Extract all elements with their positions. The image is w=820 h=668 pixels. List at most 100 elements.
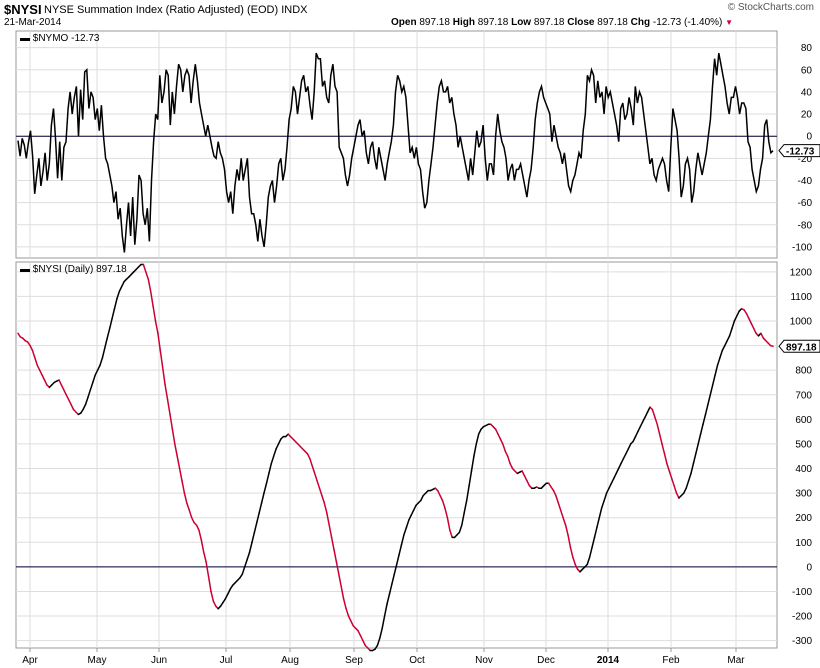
y-tick-label: -80 — [798, 220, 813, 231]
nysi-segment — [311, 465, 316, 475]
nysi-segment — [441, 499, 446, 509]
y-tick-label: 1200 — [790, 267, 813, 278]
nysi-segment — [461, 512, 465, 526]
nysi-segment — [104, 337, 108, 349]
y-tick-label: 700 — [795, 390, 812, 401]
y-tick-label: 300 — [795, 489, 812, 500]
nysi-segment — [277, 438, 282, 445]
nysi-segment — [41, 374, 46, 381]
nysi-segment — [181, 480, 186, 494]
nysi-segment — [475, 433, 480, 445]
nysi-segment — [178, 467, 183, 482]
nysi-segment — [186, 502, 191, 512]
nysi-segment — [118, 285, 123, 293]
nysi-segment — [393, 563, 398, 575]
nysi-segment — [60, 384, 65, 391]
nysi-segment — [256, 512, 260, 524]
nysi-segment — [622, 453, 627, 460]
dropdown-arrow-icon[interactable]: ▼ — [725, 18, 734, 27]
y-tick-label: -200 — [792, 612, 812, 623]
nysi-segment — [504, 450, 509, 457]
x-tick-label: Sep — [345, 655, 363, 666]
nysi-segment — [499, 438, 504, 445]
nysi-segment — [494, 428, 499, 435]
nysi-segment — [574, 563, 579, 571]
open-label: Open — [391, 17, 417, 28]
low-label: Low — [511, 17, 532, 28]
nysi-segment — [198, 529, 203, 541]
nysi-segment — [670, 477, 675, 487]
nysi-segment — [99, 357, 104, 367]
nysi-segment — [731, 320, 736, 330]
exchange: INDX — [281, 4, 308, 16]
nysi-segment — [567, 534, 572, 548]
nysi-segment — [224, 593, 229, 600]
nysi-segment — [212, 600, 217, 607]
nysi-segment — [347, 615, 352, 622]
nysi-segment — [270, 455, 275, 465]
x-tick-label: Jul — [220, 655, 233, 666]
description: NYSE Summation Index (Ratio Adjusted) (E… — [44, 4, 308, 16]
nysi-segment — [644, 411, 649, 418]
nysi-segment — [666, 462, 671, 472]
nysi-segment — [253, 521, 258, 534]
nysi-segment — [683, 487, 687, 494]
high-label: High — [452, 17, 475, 28]
x-tick-label: May — [88, 655, 107, 666]
nysi-segment — [241, 566, 246, 575]
nysi-segment — [641, 416, 646, 423]
nysi-segment — [716, 357, 721, 367]
nysi-segment — [38, 369, 43, 376]
nysi-segment — [745, 312, 750, 320]
nysi-segment — [379, 627, 383, 639]
nysi-segment — [34, 357, 39, 367]
last-value-box — [778, 339, 820, 353]
nysi-segment — [29, 344, 34, 352]
x-tick-label: Nov — [475, 655, 493, 666]
nysi-segment — [154, 320, 159, 335]
nysi-segment — [564, 524, 569, 536]
nysi-segment — [94, 369, 99, 376]
nymo-line — [17, 52, 774, 253]
open-value: 897.18 — [419, 17, 450, 28]
symbol: $NYSI — [4, 2, 42, 17]
nysi-segment — [603, 492, 608, 502]
nysi-segment — [149, 290, 154, 308]
nysi-segment — [202, 551, 207, 563]
y-tick-label: 20 — [801, 110, 813, 121]
nysi-segment — [169, 413, 174, 430]
x-tick-label: Mar — [727, 655, 745, 666]
nysi-segment — [410, 509, 415, 516]
nysi-segment — [646, 406, 651, 413]
nysi-segment — [760, 332, 765, 339]
panel-nysi: 1200110010009008007006005004003002001000… — [15, 261, 820, 652]
nysi-segment — [728, 327, 733, 337]
nysi-segment — [632, 435, 637, 443]
y-tick-label: 200 — [795, 513, 812, 524]
nysi-segment — [458, 524, 463, 534]
nysi-segment — [420, 494, 424, 502]
chart-header: $NYSI NYSE Summation Index (Ratio Adjust… — [0, 0, 820, 30]
nysi-segment — [709, 384, 714, 396]
x-tick-label: Apr — [22, 655, 38, 666]
nysi-segment — [605, 487, 610, 494]
nysi-segment — [668, 470, 673, 480]
nysi-segment — [750, 322, 755, 330]
nysi-segment — [497, 433, 502, 440]
y-tick-label: 1100 — [790, 292, 812, 303]
nysi-segment — [736, 310, 740, 317]
description-text: NYSE Summation Index (Ratio Adjusted) (E… — [44, 4, 279, 16]
nysi-segment — [345, 607, 350, 617]
nysi-segment — [63, 389, 67, 396]
nysi-segment — [608, 482, 613, 489]
nysi-segment — [321, 494, 326, 504]
y-tick-label: -40 — [798, 176, 813, 187]
last-value-box — [778, 144, 820, 158]
nysi-segment — [82, 403, 87, 411]
nysi-segment — [386, 593, 391, 605]
nysi-segment — [70, 403, 75, 411]
nysi-segment — [157, 332, 162, 352]
x-tick-label: Dec — [537, 655, 555, 666]
nysi-segment — [142, 263, 147, 273]
nysi-segment — [654, 416, 658, 426]
